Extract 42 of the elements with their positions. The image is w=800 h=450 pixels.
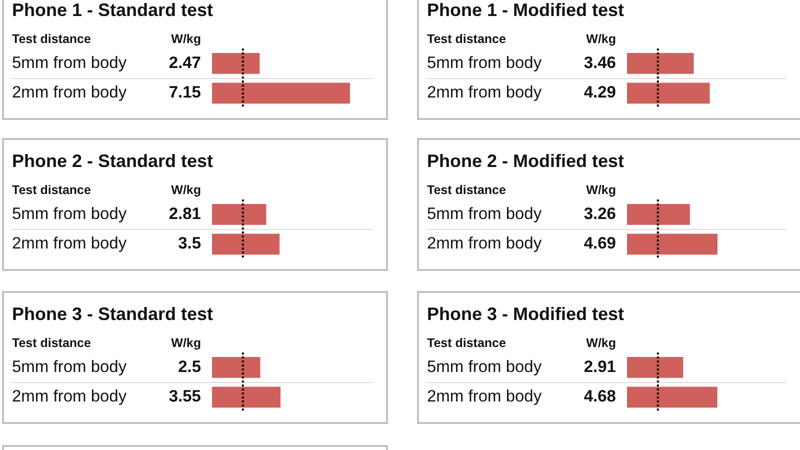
x-axis-title: W/kg bbox=[171, 32, 201, 47]
y-tick-label: 2mm from body bbox=[12, 234, 128, 253]
y-tick-label: 5mm from body bbox=[427, 358, 542, 376]
chart-title: Phone 1 - Standard test bbox=[12, 0, 214, 21]
y-tick-label: 2mm from body bbox=[427, 84, 542, 102]
data-label: 3.5 bbox=[178, 234, 201, 253]
data-label: 3.55 bbox=[168, 388, 201, 406]
y-axis-title: Test distance bbox=[12, 183, 91, 198]
x-axis-title: W/kg bbox=[586, 183, 616, 198]
data-label: 2.5 bbox=[178, 358, 201, 376]
y-axis-title: Test distance bbox=[12, 336, 91, 351]
x-axis-title: W/kg bbox=[586, 32, 616, 47]
chart-title: Phone 2 - Standard test bbox=[12, 150, 214, 172]
y-axis-title: Test distance bbox=[427, 32, 506, 47]
chart-title: Phone 1 - Modified test bbox=[427, 0, 624, 21]
data-label: 4.29 bbox=[584, 84, 616, 102]
y-tick-label: 5mm from body bbox=[12, 358, 128, 376]
x-axis-title: W/kg bbox=[171, 183, 201, 198]
data-label: 3.46 bbox=[584, 54, 616, 72]
data-label: 2.47 bbox=[168, 54, 201, 72]
y-tick-label: 5mm from body bbox=[427, 204, 542, 223]
x-axis-title: W/kg bbox=[586, 336, 616, 351]
chart-title: Phone 3 - Standard test bbox=[12, 302, 214, 325]
y-tick-label: 5mm from body bbox=[427, 54, 542, 72]
data-label: 7.15 bbox=[168, 84, 201, 102]
y-tick-label: 2mm from body bbox=[427, 234, 542, 253]
data-label: 2.91 bbox=[584, 358, 616, 376]
y-axis-title: Test distance bbox=[427, 336, 506, 351]
y-tick-label: 2mm from body bbox=[427, 388, 542, 406]
data-label: 4.68 bbox=[584, 388, 616, 406]
y-tick-label: 5mm from body bbox=[12, 204, 128, 223]
data-label: 4.69 bbox=[584, 234, 616, 253]
chart-title: Phone 2 - Modified test bbox=[427, 150, 624, 172]
x-axis-title: W/kg bbox=[171, 336, 201, 351]
y-axis-title: Test distance bbox=[427, 183, 506, 198]
y-tick-label: 2mm from body bbox=[12, 388, 128, 406]
y-axis-title: Test distance bbox=[12, 32, 91, 47]
y-tick-label: 2mm from body bbox=[12, 84, 128, 102]
data-label: 3.26 bbox=[584, 204, 616, 223]
chart-title: Phone 3 - Modified test bbox=[427, 302, 624, 325]
data-label: 2.81 bbox=[168, 204, 201, 223]
y-tick-label: 5mm from body bbox=[12, 54, 128, 72]
